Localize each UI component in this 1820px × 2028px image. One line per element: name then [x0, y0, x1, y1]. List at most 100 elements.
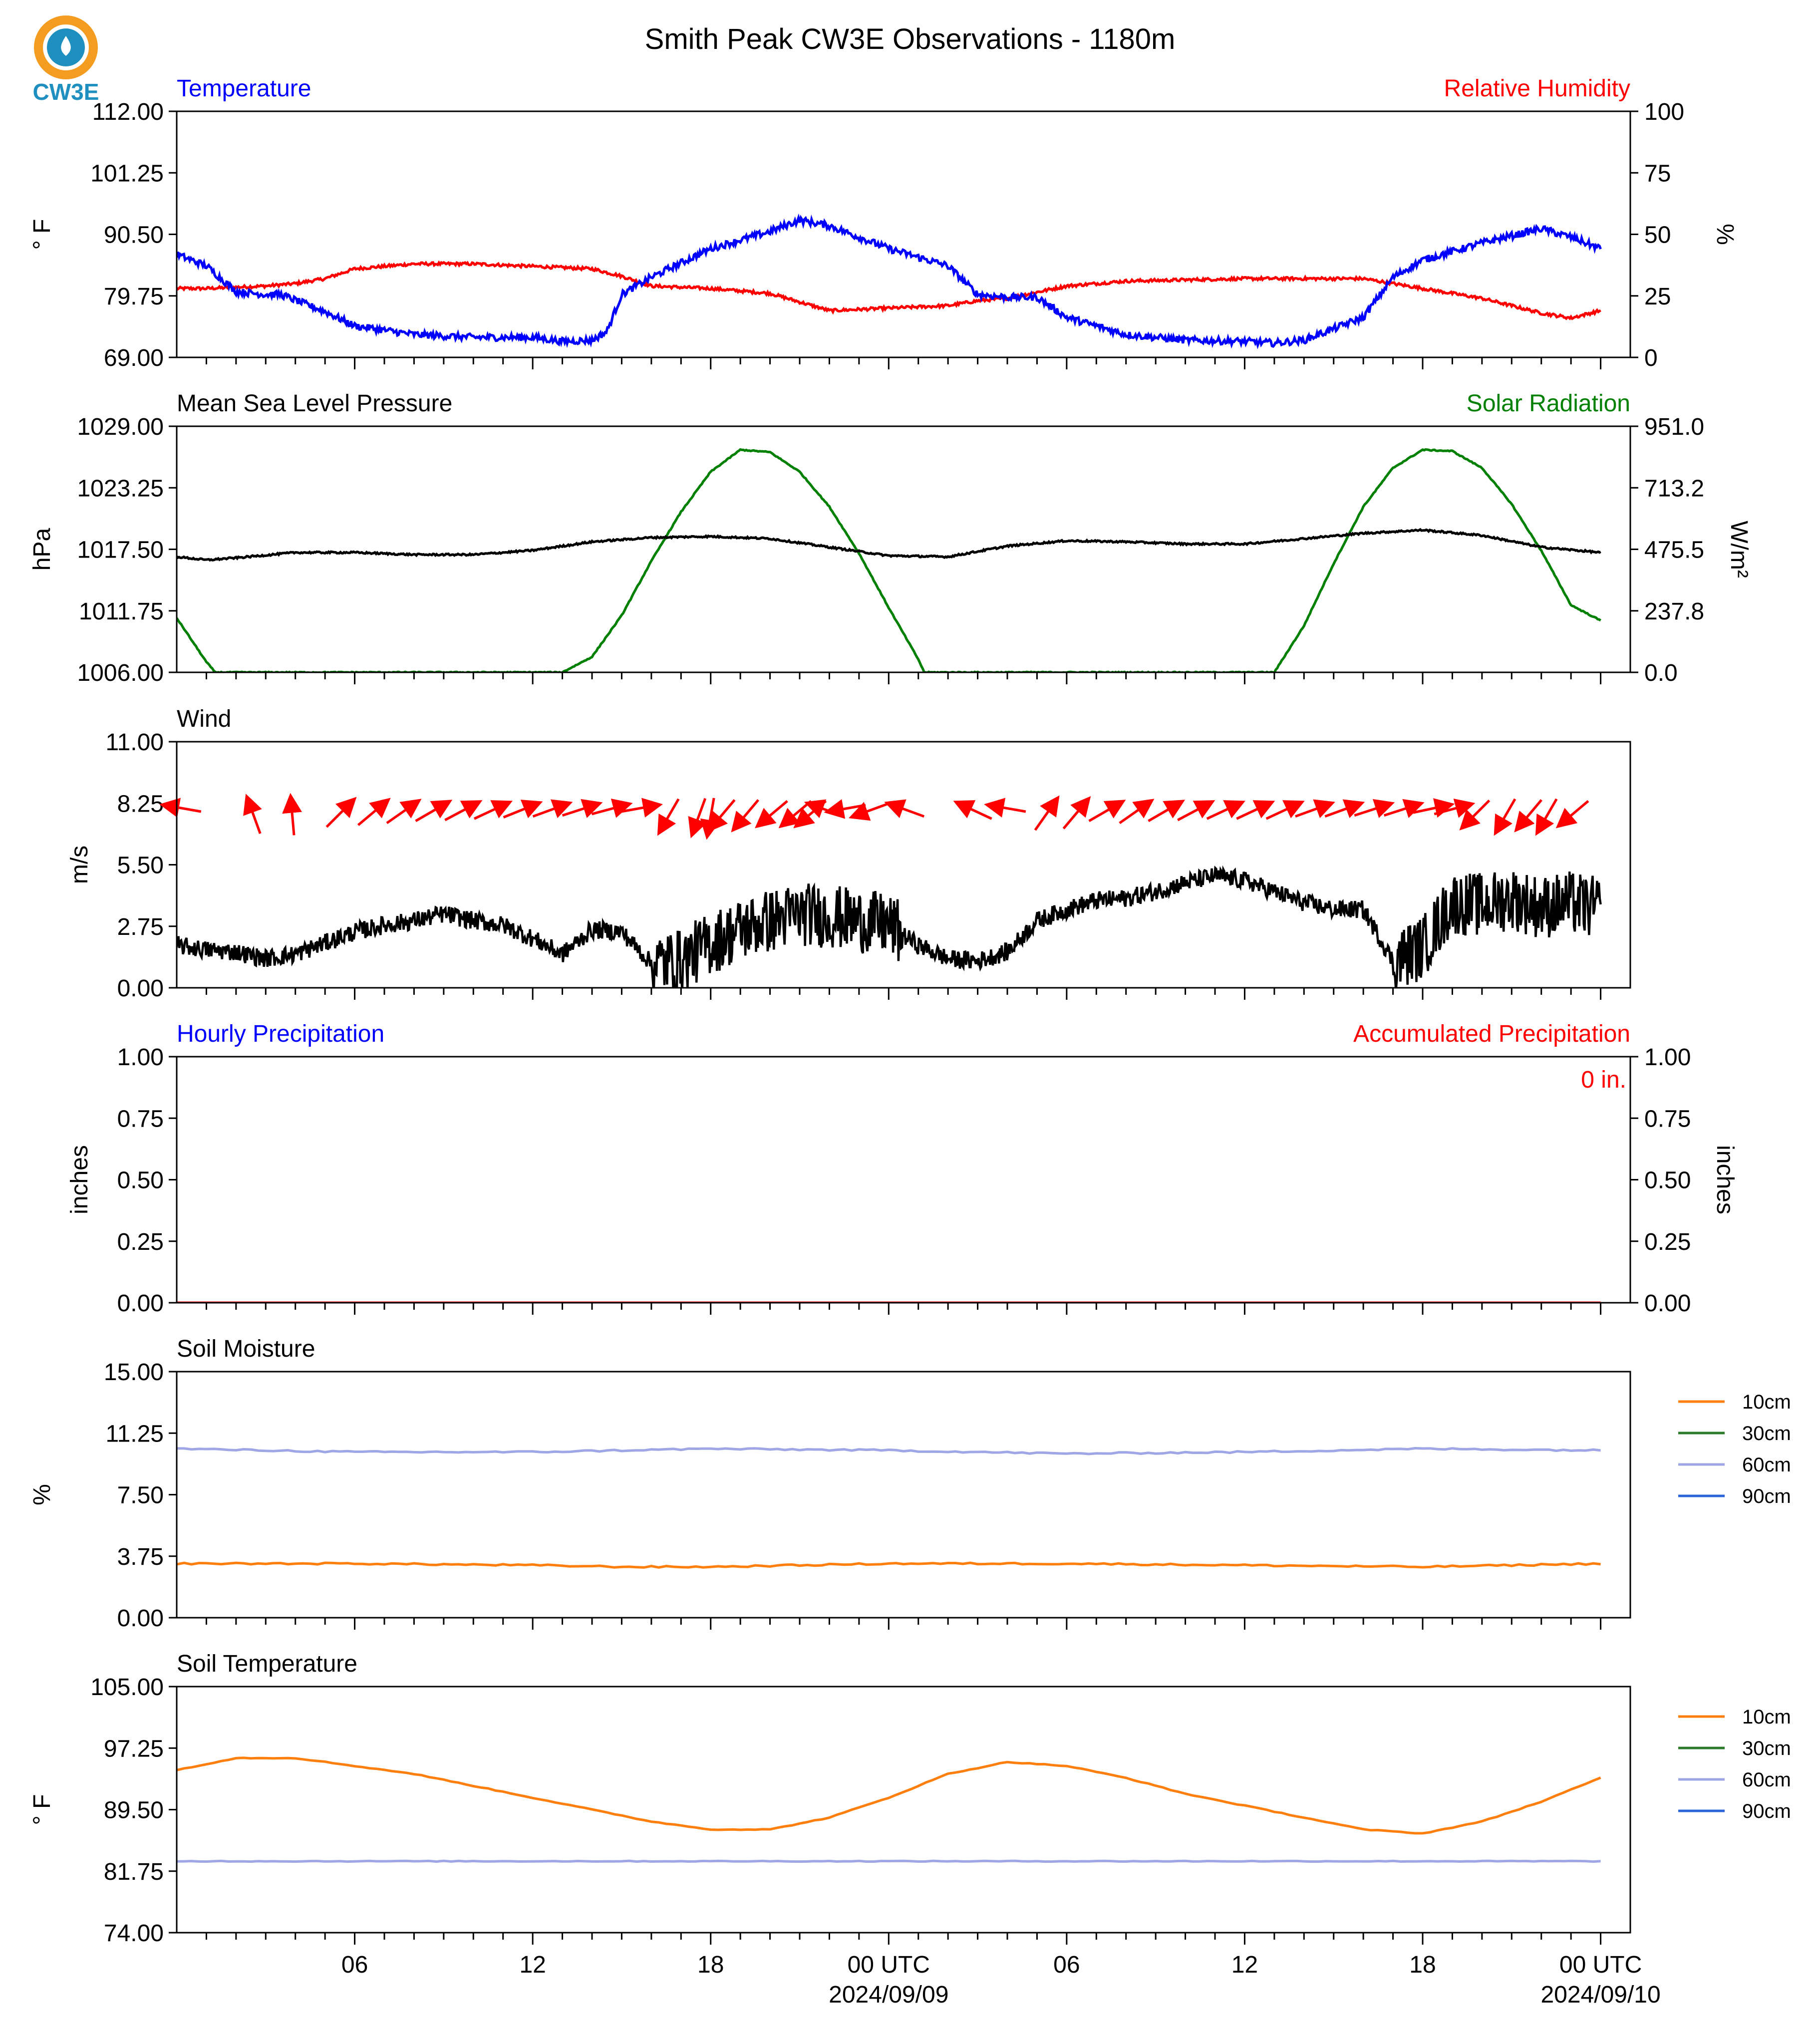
wind-direction-arrow: [1034, 795, 1060, 831]
y-tick-label: 81.75: [104, 1859, 164, 1885]
y-tick-label: 69.00: [104, 345, 164, 371]
y-tick-label: 3.75: [117, 1544, 164, 1570]
wind-direction-arrow: [1354, 799, 1395, 818]
wind-direction-arrow: [731, 799, 760, 833]
plot-area: [177, 213, 1602, 349]
y-tick-label: 79.75: [104, 284, 164, 310]
y-axis-unit-left: inches: [66, 1145, 93, 1214]
wind-direction-arrow: [1535, 798, 1558, 836]
y-tick-label-right: 1.00: [1644, 1044, 1691, 1071]
y-tick-label: 11.25: [105, 1421, 164, 1447]
x-date-label: 2024/09/10: [1540, 1982, 1660, 2008]
panel-temperature: Temperature Relative Humidity 112.00 101.25…: [29, 75, 1738, 371]
wind-direction-arrow: [532, 799, 573, 819]
series-temperature: [177, 213, 1602, 349]
legend-label: 60cm: [1742, 1769, 1791, 1791]
legend-label: 60cm: [1742, 1454, 1791, 1476]
y-axis-unit-right: W/m²: [1726, 521, 1752, 578]
series-relative-humidity: [177, 260, 1601, 320]
y-tick-label: 1.00: [117, 1044, 164, 1071]
wind-direction-arrow: [1413, 798, 1455, 818]
y-tick-label: 97.25: [104, 1736, 164, 1762]
y-tick-label-right: 25: [1644, 284, 1671, 310]
wind-direction-arrow: [1555, 800, 1589, 829]
y-tick-label-right: 237.8: [1644, 598, 1704, 625]
y-tick-label: 105.00: [90, 1674, 164, 1701]
wind-direction-arrow: [1119, 799, 1155, 825]
y-tick-label: 0.25: [117, 1229, 164, 1255]
y-tick-label-right: 0.25: [1644, 1229, 1691, 1255]
y-tick-label: 1006.00: [77, 660, 164, 686]
y-tick-label: 0.00: [117, 1605, 164, 1632]
series-pressure: [177, 528, 1601, 562]
x-date-label: 2024/09/09: [829, 1982, 948, 2008]
x-tick-label: 06: [1053, 1952, 1080, 1978]
wind-direction-arrow: [688, 798, 707, 839]
y-tick-label-right: 0: [1644, 345, 1658, 371]
y-tick-label-right: 100: [1644, 99, 1684, 125]
y-tick-label: 11.00: [105, 729, 164, 756]
legend-label: 30cm: [1742, 1738, 1791, 1759]
plot-frame: [176, 110, 1631, 358]
panel-title-left: Soil Temperature: [177, 1651, 357, 1677]
panel-title-left: Soil Moisture: [177, 1336, 315, 1362]
wind-direction-arrow: [1236, 800, 1275, 820]
y-tick-label: 8.25: [117, 791, 164, 817]
y-tick-label: 0.00: [117, 975, 164, 1002]
y-tick-label: 7.50: [117, 1482, 164, 1509]
wind-direction-arrow: [1295, 799, 1335, 819]
panel-wind: Wind 11.00 8.25 5.50 2.75 0.00 m/s: [66, 706, 1631, 1002]
y-axis-unit-left: ° F: [29, 219, 55, 250]
panel-pressure: Mean Sea Level Pressure Solar Radiation 10…: [29, 390, 1752, 686]
plot-area: [177, 1756, 1601, 1863]
wind-direction-arrow: [1206, 800, 1245, 820]
wind-direction-arrow: [1088, 800, 1126, 822]
y-tick-label: 5.50: [117, 853, 164, 879]
wind-direction-arrow: [755, 800, 788, 829]
wind-direction-arrow: [1383, 799, 1425, 818]
wind-direction-arrow: [1148, 800, 1186, 822]
plot-frame: [176, 1056, 1631, 1304]
wind-direction-arrow: [1434, 798, 1476, 818]
y-tick-label-right: 0.50: [1644, 1167, 1691, 1194]
wind-direction-arrow: [984, 798, 1026, 818]
y-axis-unit-right: inches: [1712, 1145, 1738, 1214]
y-tick-label-right: 50: [1644, 222, 1671, 249]
y-tick-label-right: 75: [1644, 160, 1671, 187]
cw3e-logo: CW3E: [33, 15, 99, 105]
y-tick-label: 0.75: [117, 1106, 164, 1132]
panel-title-left: Hourly Precipitation: [177, 1021, 384, 1047]
y-tick-label-right: 0.75: [1644, 1106, 1691, 1132]
wind-direction-arrow: [473, 800, 513, 820]
legend-label: 90cm: [1742, 1800, 1791, 1822]
series-60cm: [177, 1859, 1601, 1863]
wind-direction-arrow: [1514, 799, 1542, 833]
wind-direction-arrow: [1324, 799, 1365, 819]
plot-area: [177, 1447, 1601, 1569]
logo-water-drop-icon: [61, 36, 71, 56]
y-tick-label: 101.25: [90, 160, 164, 187]
wind-direction-arrow: [1459, 799, 1491, 831]
wind-direction-arrow: [282, 793, 303, 836]
x-tick-label: 06: [341, 1952, 368, 1978]
legend-label: 10cm: [1742, 1706, 1791, 1728]
wind-direction-arrow: [1177, 800, 1215, 822]
wind-direction-arrow: [620, 798, 663, 818]
y-axis-unit-right: %: [1712, 224, 1738, 245]
y-tick-label: 1023.25: [77, 475, 164, 502]
y-tick-label: 112.00: [92, 99, 164, 125]
plot-frame: [176, 1371, 1631, 1619]
y-tick-label: 89.50: [104, 1797, 164, 1824]
y-tick-label: 0.00: [117, 1290, 164, 1317]
x-tick-label: 12: [1231, 1952, 1258, 1978]
logo-ring: [34, 15, 98, 79]
y-tick-label-right: 0.0: [1644, 660, 1678, 686]
x-tick-label: 12: [519, 1952, 546, 1978]
y-axis-unit-left: m/s: [66, 846, 93, 884]
y-tick-label: 2.75: [117, 914, 164, 940]
panel-title-right: Accumulated Precipitation: [1353, 1021, 1630, 1047]
panel-soil-temp: Soil Temperature 105.00 97.25 89.50 81.75 74.…: [29, 1651, 1791, 2008]
panel-soil-moisture: Soil Moisture 15.00 11.25 7.50 3.75 0.00% 10cm…: [29, 1336, 1791, 1632]
